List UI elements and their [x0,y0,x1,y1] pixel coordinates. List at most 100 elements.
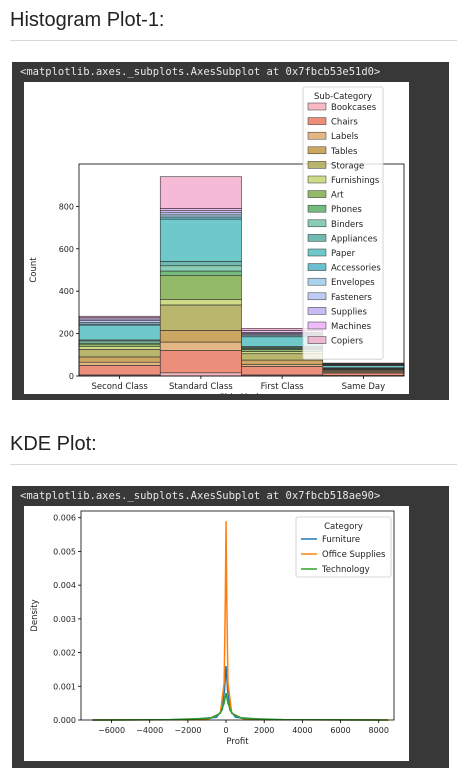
section-divider [10,464,457,465]
legend-swatch [307,336,327,344]
x-tick-label: −2000 [174,726,201,735]
legend-label: Chairs [331,118,358,128]
bar-segment [322,365,405,369]
legend-title: Category [324,522,363,532]
bar-segment [78,356,161,363]
bar-segment [78,346,161,350]
legend-label: Fasteners [331,293,372,303]
bar-segment [159,214,242,218]
legend-swatch [307,175,327,184]
output-cell-histogram: <matplotlib.axes._subplots.AxesSubplot a… [12,62,449,403]
bar-segment [159,330,242,343]
x-axis-label: Ship Mode [219,393,263,394]
bar-segment [159,176,242,209]
legend-swatch [307,161,327,169]
bar-segment [241,359,324,365]
legend-label: Furniture [322,535,360,545]
bar-segment [241,364,324,367]
histogram-figure: 0 200 400 600 800 Second Class Standard Class F… [24,82,409,403]
bar-segment [78,365,161,376]
x-tick-label: −6000 [98,726,125,735]
legend-label: Office Supplies [322,550,386,560]
legend-swatch [307,248,327,257]
legend-label: Machines [331,322,372,332]
legend-swatch [307,117,327,125]
y-tick-label: 400 [59,287,74,296]
output-cell-kde: <matplotlib.axes._subplots.AxesSubplot a… [12,486,449,768]
bar-segment [159,299,242,306]
section-title-kde: KDE Plot: [10,433,97,455]
legend-label: Copiers [331,337,364,347]
legend-swatch [307,234,327,242]
legend-label: Accessories [331,264,381,274]
legend-label: Envelopes [331,278,375,288]
bar-segment [159,216,242,220]
legend-label: Tables [330,147,358,157]
bar-segment [159,218,242,262]
legend-label: Phones [331,205,362,215]
legend-swatch [307,219,327,228]
bar-segment [159,372,242,377]
bar-segment [78,340,161,344]
y-tick-label: 0.004 [53,581,76,590]
bar-segment [241,366,324,376]
histogram-chart: 0 200 400 600 800 Second Class Standard Class F… [29,86,405,403]
bar-segment [159,275,242,300]
legend-label: Art [331,191,344,201]
y-tick-label: 0.000 [53,716,76,725]
legend-label: Furnishings [331,176,380,186]
bar-segment [159,212,242,216]
legend-swatch [307,146,327,155]
bar-segment [322,372,405,376]
legend-swatch [307,277,327,286]
section-title-histogram: Histogram Plot-1: [10,9,165,31]
x-axis-label: Profit [226,737,249,747]
legend-label: Appliances [331,234,378,244]
x-tick-label: −4000 [136,726,163,735]
legend-swatch [307,321,327,330]
bar-segment [78,349,161,358]
legend-label: Bookcases [331,103,377,113]
x-tick-label: 8000 [369,726,389,735]
output-repr-text: <matplotlib.axes._subplots.AxesSubplot a… [20,66,381,78]
legend-swatch [307,307,327,315]
legend-swatch [307,131,327,140]
y-tick-label: 0.005 [53,547,76,556]
x-tick-label: Standard Class [169,382,233,392]
plot-frame [80,510,395,721]
y-axis-label: Count [29,257,39,283]
y-tick-label: 600 [59,245,74,254]
y-tick-label: 0.002 [53,649,76,658]
kde-chart: 0.000 0.001 0.002 0.003 0.004 0.005 0.006 −6000… [30,510,395,747]
bar-segment [159,261,242,267]
legend-box [295,516,392,578]
legend-label: Storage [331,161,364,171]
kde-line [92,666,379,721]
y-tick-label: 0.006 [53,514,76,523]
x-tick-label: First Class [261,382,305,392]
legend-swatch [307,190,327,198]
bar-segment [78,324,161,341]
legend-label: Labels [331,132,359,142]
legend-title: Sub-Category [314,92,372,102]
output-repr-text: <matplotlib.axes._subplots.AxesSubplot a… [20,490,381,502]
y-tick-label: 200 [59,330,74,339]
legend-label: Paper [331,249,356,259]
bar-segment [159,341,242,351]
x-tick-label: 2000 [254,726,274,735]
bar-segment [78,343,161,347]
y-tick-label: 0 [69,372,74,381]
y-tick-label: 0.001 [53,682,76,691]
y-axis-label: Density [30,599,40,631]
kde-figure: 0.000 0.001 0.002 0.003 0.004 0.005 0.006 −6000… [24,506,409,761]
y-tick-label: 800 [59,202,74,211]
legend-swatch [307,102,327,111]
bar-segment [159,210,242,214]
bar-segment [159,304,242,331]
plot-frame [78,163,405,377]
x-tick-label: Same Day [342,382,386,392]
section-divider [10,40,457,41]
x-tick-label: 0 [224,726,229,735]
x-tick-label: Second Class [91,382,148,392]
legend-swatch [307,292,327,301]
